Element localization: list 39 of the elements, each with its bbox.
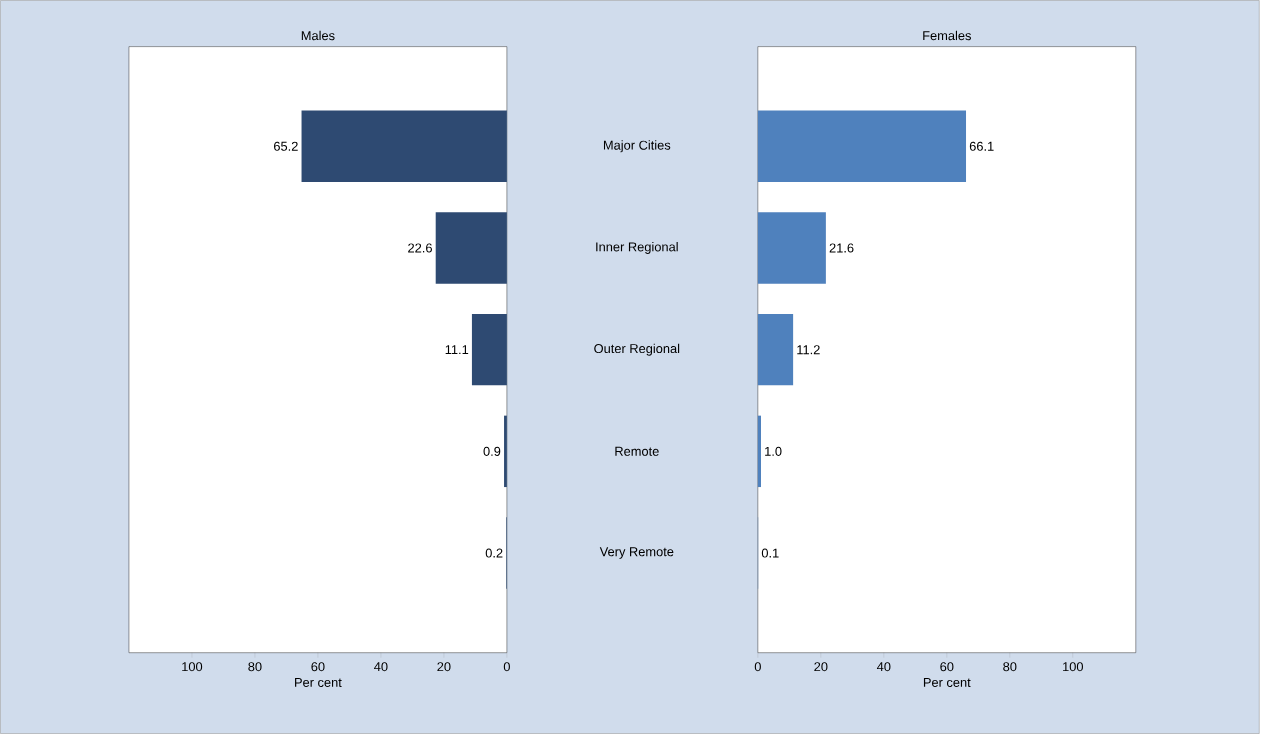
- data-label: 66.1: [969, 141, 994, 151]
- x-tick-label: 80: [1003, 662, 1017, 672]
- bar: [504, 415, 507, 488]
- x-tick-label: 0: [503, 662, 510, 672]
- data-label: 11.2: [797, 345, 820, 355]
- bar: [757, 415, 761, 488]
- x-tick-label: 20: [814, 662, 828, 672]
- x-tick-label: 40: [876, 662, 891, 672]
- x-tick-label: 0: [754, 662, 761, 672]
- y-tick-label: Very Remote: [599, 547, 674, 559]
- x-tick-label: 40: [374, 662, 388, 672]
- y-tick-label: Remote: [615, 446, 659, 456]
- bar: [301, 110, 507, 182]
- bar: [471, 313, 507, 386]
- x-tick-label: 80: [248, 662, 262, 672]
- data-label: 1.0: [765, 446, 782, 456]
- x-axis-title: Per cent: [295, 678, 342, 687]
- x-tick-label: 20: [437, 662, 451, 672]
- x-tick-label: 60: [940, 662, 954, 672]
- y-tick-label: Outer Regional: [594, 343, 680, 356]
- bar: [757, 110, 967, 182]
- data-label: 0.2: [485, 548, 503, 558]
- y-tick-label: Inner Regional: [596, 241, 678, 254]
- bar: [757, 212, 826, 284]
- x-tick-label: 100: [1063, 662, 1084, 672]
- data-label: 0.9: [483, 446, 501, 456]
- data-label: 22.6: [408, 243, 432, 253]
- bar: [435, 212, 507, 284]
- data-label: 65.2: [274, 141, 298, 151]
- data-label: 21.6: [829, 243, 854, 253]
- x-axis-title: Per cent: [923, 678, 971, 687]
- x-tick-label: 100: [182, 662, 203, 672]
- data-label: 11.1: [445, 345, 469, 355]
- chart-title: Males: [301, 30, 335, 41]
- y-tick-label: Major Cities: [603, 140, 671, 153]
- x-tick-label: 60: [311, 662, 325, 672]
- data-label: 0.1: [761, 548, 779, 558]
- chart-title: Females: [923, 30, 971, 41]
- bar: [757, 313, 794, 386]
